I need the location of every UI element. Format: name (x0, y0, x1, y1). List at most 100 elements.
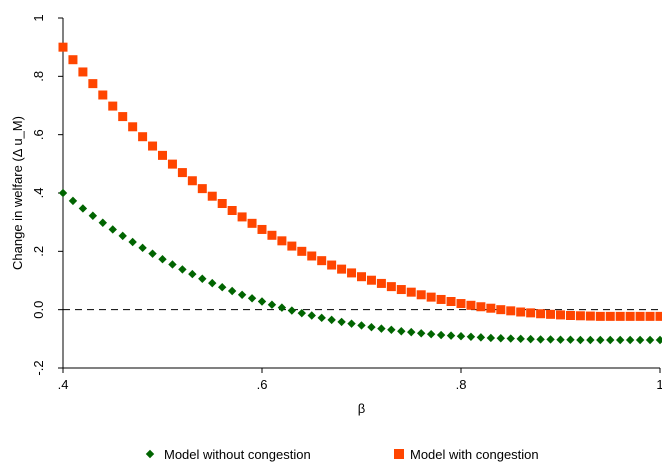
data-point-square (347, 268, 357, 278)
data-point-diamond (596, 335, 605, 345)
legend-item-with-congestion: Model with congestion (394, 447, 539, 462)
data-point-square (456, 299, 466, 309)
legend-label: Model with congestion (410, 447, 539, 462)
legend-label: Model without congestion (164, 447, 311, 462)
y-tick-label: .4 (31, 188, 46, 199)
data-point-square (68, 55, 78, 65)
data-point-square (536, 309, 546, 319)
data-point-square (406, 287, 416, 297)
data-point-diamond (377, 324, 386, 333)
x-tick-label: .6 (257, 377, 268, 392)
data-point-diamond (138, 243, 147, 253)
y-tick-label: 0.0 (31, 301, 46, 319)
data-point-diamond (247, 294, 257, 303)
legend-marker-square (394, 449, 404, 459)
legend: Model without congestion Model with cong… (145, 447, 539, 462)
data-point-square (575, 311, 585, 321)
data-point-square (585, 311, 595, 321)
data-point-square (227, 206, 237, 215)
data-point-square (197, 184, 207, 194)
data-point-square (108, 101, 118, 111)
data-point-square (357, 272, 366, 282)
data-point-diamond (526, 334, 535, 344)
data-point-square (605, 311, 615, 321)
legend-marker-diamond (145, 449, 155, 459)
data-point-diamond (257, 297, 267, 306)
data-point-square (138, 132, 148, 142)
data-point-square (88, 79, 98, 89)
series-layer (58, 42, 662, 345)
data-point-diamond (446, 331, 456, 340)
data-point-square (486, 303, 496, 313)
data-point-diamond (337, 317, 346, 327)
data-point-diamond (586, 335, 595, 345)
series-without-congestion (58, 188, 662, 345)
data-point-square (277, 236, 287, 246)
data-point-square (625, 311, 635, 321)
data-point-diamond (88, 211, 98, 220)
data-point-diamond (277, 303, 287, 312)
data-point-square (287, 241, 297, 251)
data-point-square (128, 122, 138, 132)
data-point-square (187, 176, 197, 186)
data-point-square (496, 305, 506, 315)
data-point-square (217, 199, 227, 208)
data-point-square (247, 218, 257, 228)
data-point-square (376, 278, 386, 288)
data-point-square (466, 300, 476, 310)
data-point-diamond (616, 335, 625, 345)
data-point-diamond (98, 218, 107, 227)
data-point-square (635, 311, 645, 321)
data-point-diamond (297, 308, 306, 318)
data-point-square (476, 302, 486, 312)
data-point-square (297, 246, 307, 256)
data-point-square (556, 310, 565, 320)
x-tick-label: .4 (58, 377, 69, 392)
data-point-diamond (387, 325, 396, 334)
chart-axes: -.2 0.0 .2 .4 .6 .8 1 .4 .6 .8 1 (31, 14, 662, 392)
data-point-square (655, 311, 662, 321)
data-point-diamond (307, 311, 316, 320)
data-point-diamond (566, 335, 575, 344)
data-point-diamond (58, 188, 68, 198)
data-point-diamond (486, 333, 496, 343)
data-point-square (546, 309, 556, 319)
data-point-square (267, 230, 277, 240)
data-point-diamond (108, 225, 117, 234)
data-point-square (158, 150, 167, 160)
data-point-diamond (417, 329, 426, 338)
y-tick-label: 1 (31, 14, 46, 21)
x-tick-label: .8 (456, 377, 467, 392)
data-point-square (98, 90, 108, 100)
data-point-diamond (576, 335, 585, 345)
data-point-diamond (347, 319, 356, 328)
y-tick-label: -.2 (31, 360, 46, 375)
data-point-diamond (546, 335, 555, 344)
data-point-square (615, 311, 625, 321)
data-point-square (595, 311, 605, 321)
data-point-diamond (476, 333, 486, 342)
data-point-diamond (227, 286, 237, 296)
data-point-diamond (357, 321, 366, 330)
y-axis-title: Change in welfare (Δ u_M) (10, 116, 25, 270)
legend-item-without-congestion: Model without congestion (145, 447, 311, 462)
data-point-diamond (118, 231, 127, 241)
data-point-square (257, 224, 267, 234)
data-point-square (118, 112, 128, 122)
data-point-diamond (655, 335, 662, 345)
data-point-diamond (327, 315, 336, 325)
data-point-square (317, 256, 327, 266)
data-point-diamond (267, 300, 277, 309)
data-point-square (426, 292, 436, 302)
data-point-diamond (178, 265, 187, 274)
data-point-diamond (625, 335, 635, 345)
data-point-diamond (456, 332, 466, 341)
data-point-square (58, 42, 68, 52)
data-point-diamond (536, 335, 545, 344)
data-point-square (78, 67, 88, 77)
data-point-square (396, 285, 406, 295)
data-point-diamond (148, 249, 157, 258)
data-point-square (177, 168, 187, 178)
data-point-square (565, 311, 575, 320)
